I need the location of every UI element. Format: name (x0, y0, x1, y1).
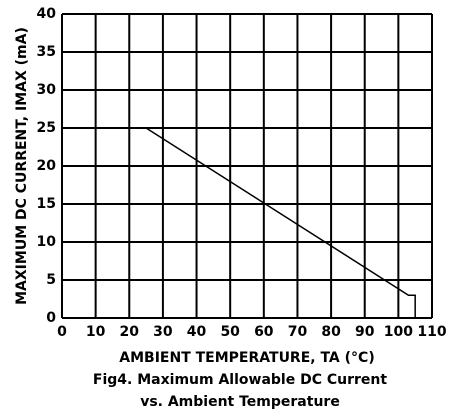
x-tick-label: 60 (254, 324, 274, 340)
y-tick-label: 30 (37, 82, 57, 98)
y-tick-label: 5 (46, 272, 56, 288)
caption-line: Fig4. Maximum Allowable DC Current (93, 372, 387, 388)
x-tick-label: 10 (86, 324, 106, 340)
caption-line: vs. Ambient Temperature (140, 394, 340, 410)
x-tick-label: 70 (288, 324, 308, 340)
y-axis-label: MAXIMUM DC CURRENT, IMAX (mA) (14, 27, 30, 305)
y-tick-label: 20 (37, 158, 57, 174)
x-tick-label: 30 (153, 324, 173, 340)
x-tick-label: 0 (57, 324, 67, 340)
y-tick-label: 25 (37, 120, 56, 136)
data-line (145, 127, 416, 318)
y-tick-label: 10 (37, 234, 57, 250)
x-tick-label: 80 (321, 324, 341, 340)
y-tick-label: 15 (37, 196, 56, 212)
x-axis-label: AMBIENT TEMPERATURE, TA (°C) (119, 350, 374, 366)
x-tick-label: 100 (384, 324, 413, 340)
y-tick-label: 40 (37, 6, 57, 22)
x-tick-label: 110 (417, 324, 446, 340)
y-tick-label: 0 (46, 310, 56, 326)
x-tick-label: 20 (120, 324, 140, 340)
x-tick-label: 40 (187, 324, 207, 340)
x-tick-label: 90 (355, 324, 375, 340)
x-tick-label: 50 (220, 324, 240, 340)
y-tick-label: 35 (37, 44, 56, 60)
